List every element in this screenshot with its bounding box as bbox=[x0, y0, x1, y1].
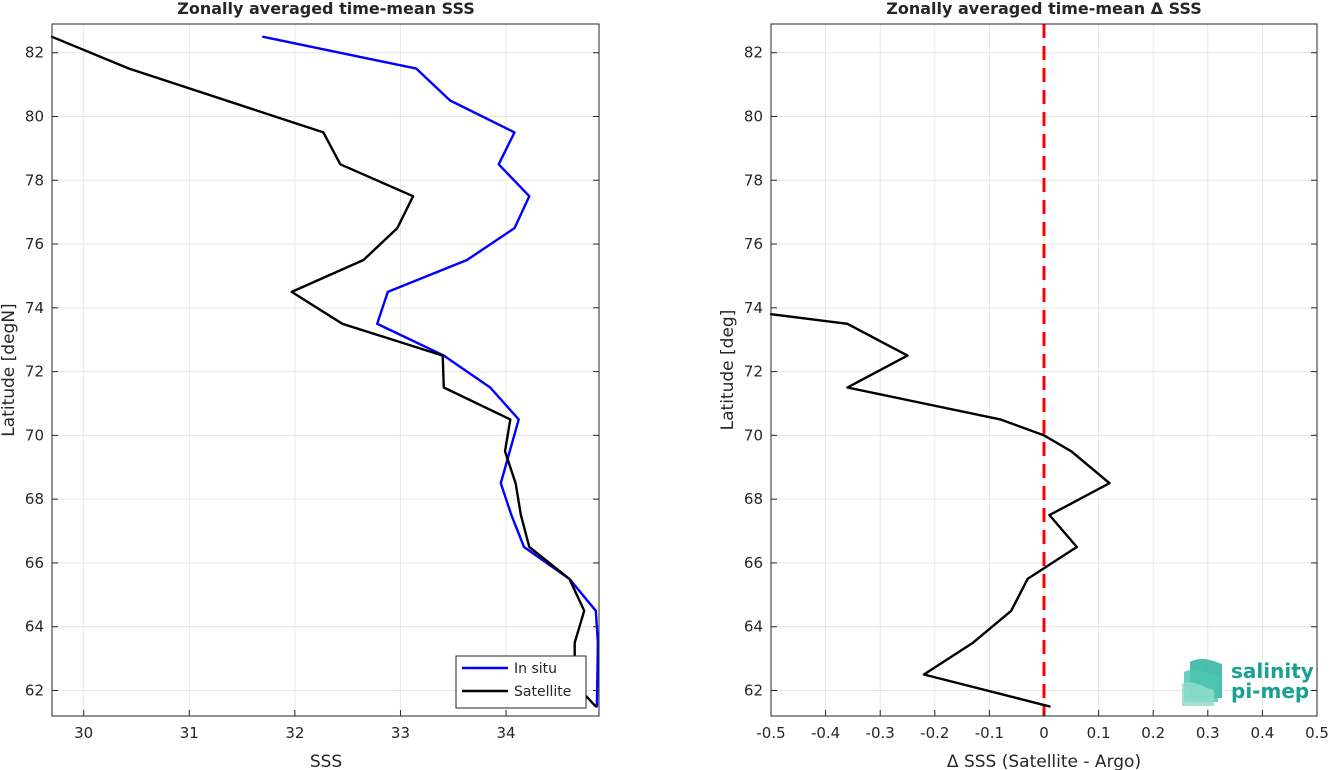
y-tick-label: 82 bbox=[25, 44, 44, 62]
series-line-satellite bbox=[50, 35, 597, 708]
y-tick-label: 78 bbox=[25, 171, 44, 189]
sss-ticks: 30 31 32 33 34 62 64 66 68 70 72 74 76 78 80 82 bbox=[25, 44, 599, 742]
x-tick-label: 30 bbox=[74, 724, 93, 742]
delta-chart-title: Zonally averaged time-mean Δ SSS bbox=[886, 0, 1202, 18]
y-tick-label: 72 bbox=[25, 363, 44, 381]
sss-axes-box bbox=[51, 23, 600, 717]
x-tick-label: 33 bbox=[391, 724, 410, 742]
x-tick-label: -0.2 bbox=[920, 724, 949, 742]
sss-panel: 30 31 32 33 34 62 64 66 68 70 72 74 76 78 80 82 Zonally… bbox=[0, 0, 600, 770]
x-tick-label: -0.5 bbox=[756, 724, 785, 742]
y-tick-label: 64 bbox=[25, 618, 44, 636]
y-tick-label: 72 bbox=[744, 363, 763, 381]
y-tick-label: 82 bbox=[744, 44, 763, 62]
x-tick-label: -0.1 bbox=[975, 724, 1004, 742]
legend-label-satellite: Satellite bbox=[514, 684, 571, 700]
legend-label-in-situ: In situ bbox=[514, 661, 557, 677]
series-line-difference bbox=[769, 313, 1111, 708]
x-tick-label: 34 bbox=[497, 724, 516, 742]
sss-plot-area bbox=[52, 24, 599, 716]
y-tick-label: 66 bbox=[744, 554, 763, 572]
x-tick-label: 0.5 bbox=[1305, 724, 1329, 742]
x-tick-label: 0.2 bbox=[1141, 724, 1165, 742]
y-tick-label: 76 bbox=[744, 235, 763, 253]
x-tick-label: -0.4 bbox=[811, 724, 840, 742]
sss-series bbox=[50, 35, 600, 708]
y-tick-label: 68 bbox=[25, 490, 44, 508]
x-tick-label: 0.3 bbox=[1196, 724, 1220, 742]
sss-chart-title: Zonally averaged time-mean SSS bbox=[177, 0, 475, 18]
y-tick-label: 62 bbox=[25, 681, 44, 699]
legend-box bbox=[455, 655, 587, 709]
y-tick-label: 80 bbox=[744, 107, 763, 125]
y-tick-label: 66 bbox=[25, 554, 44, 572]
delta-y-axis-label: Latitude [deg] bbox=[718, 310, 738, 431]
x-tick-label: 0.4 bbox=[1250, 724, 1274, 742]
y-tick-label: 74 bbox=[25, 299, 44, 317]
sss-grid bbox=[52, 24, 599, 716]
wave-logo-icon bbox=[1182, 658, 1222, 706]
delta-sss-panel: -0.5 -0.4 -0.3 -0.2 -0.1 0 0.1 0.2 0.3 0.4 0.5 62 64… bbox=[718, 0, 1329, 770]
x-tick-label: 0 bbox=[1039, 724, 1049, 742]
sss-legend: In situ Satellite bbox=[455, 655, 587, 709]
logo-line-1: salinity bbox=[1231, 659, 1314, 683]
sss-x-axis-label: SSS bbox=[310, 752, 342, 770]
salinity-pi-mep-logo: salinity pi-mep bbox=[1182, 658, 1314, 706]
y-tick-label: 64 bbox=[744, 618, 763, 636]
y-tick-label: 78 bbox=[744, 171, 763, 189]
y-tick-label: 68 bbox=[744, 490, 763, 508]
x-tick-label: 31 bbox=[180, 724, 199, 742]
x-tick-label: -0.3 bbox=[866, 724, 895, 742]
delta-x-axis-label: Δ SSS (Satellite - Argo) bbox=[947, 752, 1141, 770]
delta-ticks: -0.5 -0.4 -0.3 -0.2 -0.1 0 0.1 0.2 0.3 0.4 0.5 62 64… bbox=[744, 44, 1329, 742]
y-tick-label: 80 bbox=[25, 107, 44, 125]
x-tick-label: 0.1 bbox=[1087, 724, 1111, 742]
x-tick-label: 32 bbox=[285, 724, 304, 742]
y-tick-label: 70 bbox=[744, 426, 763, 444]
y-tick-label: 62 bbox=[744, 681, 763, 699]
y-tick-label: 70 bbox=[25, 426, 44, 444]
delta-axes-box bbox=[770, 23, 1318, 717]
logo-line-2: pi-mep bbox=[1231, 679, 1309, 703]
y-tick-label: 74 bbox=[744, 299, 763, 317]
delta-series bbox=[769, 24, 1111, 716]
y-tick-label: 76 bbox=[25, 235, 44, 253]
sss-y-axis-label: Latitude [degN] bbox=[0, 303, 19, 436]
